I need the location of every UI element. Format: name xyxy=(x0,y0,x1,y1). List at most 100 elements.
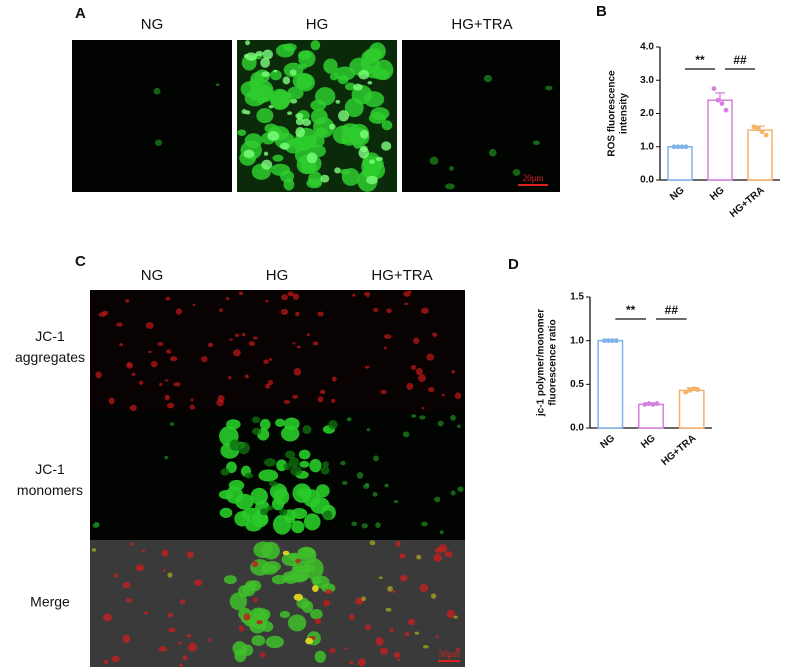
cell xyxy=(404,302,409,306)
cell xyxy=(232,349,241,357)
cell xyxy=(328,419,338,430)
cell xyxy=(259,418,271,430)
cell xyxy=(545,85,553,91)
cell xyxy=(483,74,493,83)
cell xyxy=(279,142,290,150)
cell xyxy=(363,291,371,296)
cell xyxy=(256,108,274,124)
cell xyxy=(302,489,321,508)
cell xyxy=(272,514,292,535)
cell xyxy=(372,492,378,497)
cell xyxy=(263,151,269,156)
cell xyxy=(323,58,338,74)
micrographs xyxy=(72,40,560,668)
panel-label: D xyxy=(508,256,519,273)
cell xyxy=(446,609,455,619)
cell xyxy=(295,311,300,317)
cell xyxy=(153,87,161,95)
cell xyxy=(150,361,158,368)
cell xyxy=(129,542,134,546)
cell xyxy=(444,551,453,558)
cell xyxy=(364,65,383,79)
cell xyxy=(145,322,154,329)
cell xyxy=(281,294,289,301)
column-label: NG xyxy=(141,267,164,284)
cell xyxy=(158,646,168,652)
y-tick-label: 2.0 xyxy=(640,108,654,119)
cell xyxy=(406,382,414,390)
cell xyxy=(190,398,194,402)
cell xyxy=(387,585,393,592)
cell xyxy=(94,521,100,527)
cell xyxy=(402,431,410,438)
cell xyxy=(251,560,259,568)
cell xyxy=(260,508,269,516)
y-tick-label: 0.0 xyxy=(640,175,654,186)
data-point xyxy=(755,126,761,131)
x-tick-label: HG xyxy=(708,185,727,203)
cell xyxy=(225,297,230,301)
cell xyxy=(445,183,455,190)
cell xyxy=(280,308,289,315)
cell xyxy=(170,356,178,362)
cell xyxy=(365,624,372,631)
cell xyxy=(451,369,455,374)
cell xyxy=(295,126,305,138)
cell xyxy=(295,117,304,126)
cell xyxy=(408,290,412,294)
cell xyxy=(200,356,208,363)
cell xyxy=(413,337,420,344)
cell xyxy=(302,118,312,127)
data-point xyxy=(613,338,619,344)
cell xyxy=(244,374,249,379)
cell xyxy=(323,599,331,607)
cell xyxy=(381,141,392,151)
cell xyxy=(453,615,458,619)
cell xyxy=(397,658,401,662)
data-point xyxy=(763,132,769,138)
bar xyxy=(667,146,693,181)
cell xyxy=(186,633,191,638)
cell xyxy=(279,610,291,619)
cell xyxy=(309,458,322,473)
cell xyxy=(271,497,285,511)
cell xyxy=(450,414,456,421)
cell xyxy=(314,650,327,663)
row-label: JC-1 xyxy=(35,461,65,477)
cell xyxy=(317,396,324,403)
cell xyxy=(344,82,356,91)
cell xyxy=(349,660,354,665)
scale-bar-label: 20μm xyxy=(523,173,544,183)
cell xyxy=(366,294,370,298)
cell xyxy=(234,333,240,337)
cell xyxy=(335,99,341,104)
y-tick-label: 1.0 xyxy=(640,141,654,152)
cell xyxy=(144,611,149,615)
cell xyxy=(192,303,196,306)
cell xyxy=(220,468,230,476)
cell xyxy=(357,658,366,667)
cell xyxy=(320,174,330,183)
cell xyxy=(119,343,124,347)
cell xyxy=(245,52,258,61)
column-label: HG+TRA xyxy=(451,16,512,33)
micrograph xyxy=(90,290,215,412)
cell xyxy=(148,350,152,354)
cell xyxy=(155,139,163,146)
cell xyxy=(341,168,360,186)
cell xyxy=(356,472,364,479)
cell xyxy=(164,394,170,401)
cell xyxy=(437,420,444,427)
cell xyxy=(293,368,302,376)
cell xyxy=(297,50,312,61)
cell xyxy=(364,482,370,487)
cell xyxy=(270,163,291,176)
cell xyxy=(265,635,284,649)
cell xyxy=(302,425,312,435)
cell xyxy=(432,332,438,337)
cell xyxy=(434,547,444,554)
cell xyxy=(162,569,166,572)
cell xyxy=(351,521,358,527)
cell xyxy=(261,159,273,170)
